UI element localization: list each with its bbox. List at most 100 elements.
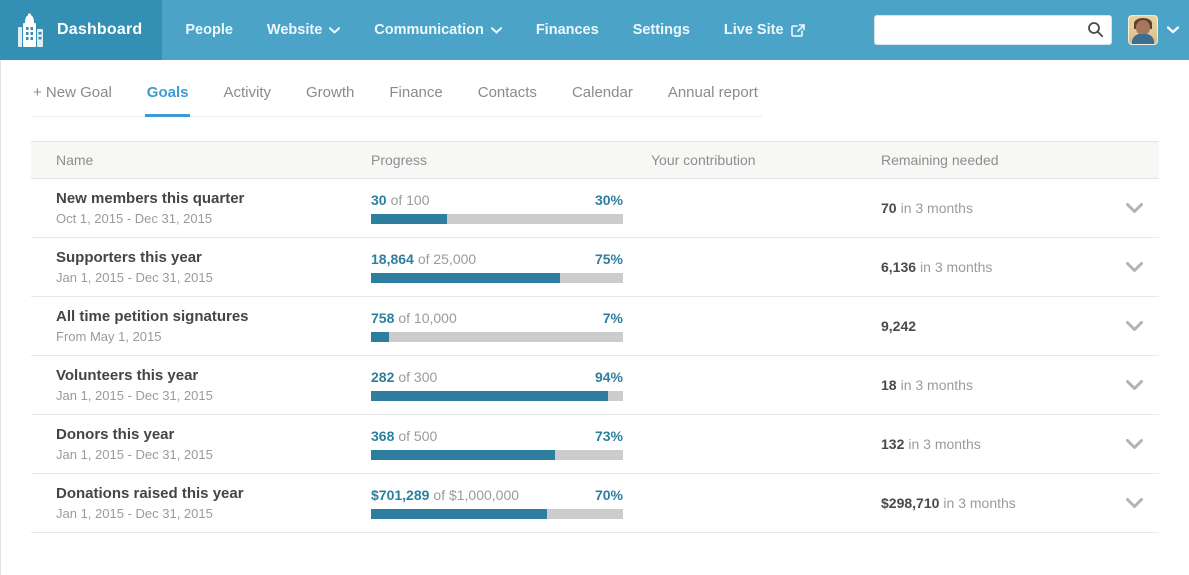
nav-item-settings[interactable]: Settings xyxy=(616,0,707,60)
tab-activity[interactable]: Activity xyxy=(223,84,271,101)
remaining-note: in 3 months xyxy=(900,200,973,216)
goal-progress-cell: $701,289 of $1,000,000 70% xyxy=(371,487,623,519)
expand-row-chevron-icon[interactable] xyxy=(1109,379,1159,391)
progress-bar-fill xyxy=(371,450,555,460)
expand-row-chevron-icon[interactable] xyxy=(1109,261,1159,273)
nav-item-communication[interactable]: Communication xyxy=(357,0,519,60)
goal-name: New members this quarter xyxy=(56,190,245,207)
goal-name: Supporters this year xyxy=(56,249,202,266)
goals-tabbar: + New Goal Goals Activity Growth Finance Con… xyxy=(1,60,1189,117)
column-header-progress: Progress xyxy=(371,152,428,168)
nav-item-people[interactable]: People xyxy=(168,0,250,60)
progress-current-value: 30 xyxy=(371,192,387,208)
goal-progress-cell: 18,864 of 25,000 75% xyxy=(371,251,623,283)
search-box xyxy=(874,15,1112,45)
expand-row-chevron-icon[interactable] xyxy=(1109,438,1159,450)
new-goal-button[interactable]: + New Goal xyxy=(33,84,112,101)
nav-item-dashboard-label: Dashboard xyxy=(57,21,143,38)
dashboard-content: + New Goal Goals Activity Growth Finance Con… xyxy=(0,60,1189,575)
table-row: New members this quarter Oct 1, 2015 - De… xyxy=(31,179,1159,238)
search-input[interactable] xyxy=(874,15,1112,45)
nav-item-dashboard[interactable]: Dashboard xyxy=(0,0,163,60)
nav-item-people-label: People xyxy=(185,22,233,38)
remaining-value: $298,710 xyxy=(881,495,940,511)
goal-name: All time petition signatures xyxy=(56,308,249,325)
column-header-name: Name xyxy=(56,152,94,168)
progress-bar-track xyxy=(371,509,623,519)
remaining-note: in 3 months xyxy=(900,377,973,393)
nav-item-live-site[interactable]: Live Site xyxy=(707,0,822,60)
nav-items: People Website Communication Finances Se… xyxy=(168,0,821,60)
user-menu-chevron-icon[interactable] xyxy=(1167,26,1179,34)
tab-calendar[interactable]: Calendar xyxy=(571,84,633,101)
nav-item-finances-label: Finances xyxy=(535,22,599,38)
table-row: Volunteers this year Jan 1, 2015 - Dec 31… xyxy=(31,356,1159,415)
goal-period: Jan 1, 2015 - Dec 31, 2015 xyxy=(56,447,213,462)
goal-progress-cell: 758 of 10,000 7% xyxy=(371,310,623,342)
remaining-value: 18 xyxy=(881,377,897,393)
progress-bar-fill xyxy=(371,332,389,342)
table-body: New members this quarter Oct 1, 2015 - De… xyxy=(31,179,1159,533)
column-header-your-contribution: Your contribution xyxy=(651,152,756,168)
goal-progress-cell: 282 of 300 94% xyxy=(371,369,623,401)
remaining-needed-cell: 18 in 3 months xyxy=(853,377,1109,393)
building-logo-icon xyxy=(16,13,46,47)
progress-bar-track xyxy=(371,273,623,283)
nav-item-live-site-label: Live Site xyxy=(723,22,784,38)
progress-target-value: of 10,000 xyxy=(398,310,457,326)
tab-annual-report[interactable]: Annual report xyxy=(667,84,758,101)
goal-name: Donors this year xyxy=(56,426,175,443)
progress-percent: 70% xyxy=(594,487,623,503)
tab-finance[interactable]: Finance xyxy=(389,84,443,101)
expand-row-chevron-icon[interactable] xyxy=(1109,320,1159,332)
goal-progress-cell: 368 of 500 73% xyxy=(371,428,623,460)
goal-name-cell: Donors this year Jan 1, 2015 - Dec 31, 20… xyxy=(56,426,371,462)
table-row: Donations raised this year Jan 1, 2015 - … xyxy=(31,474,1159,533)
goal-period: Jan 1, 2015 - Dec 31, 2015 xyxy=(56,270,213,285)
nav-item-finances[interactable]: Finances xyxy=(519,0,616,60)
progress-target-value: of 100 xyxy=(390,192,430,208)
column-header-remaining-needed: Remaining needed xyxy=(881,152,999,168)
user-avatar[interactable] xyxy=(1128,15,1158,45)
progress-current-value: $701,289 xyxy=(371,487,430,503)
tab-goals[interactable]: Goals xyxy=(144,84,191,117)
goal-name: Volunteers this year xyxy=(56,367,199,384)
goal-name-cell: All time petition signatures From May 1, … xyxy=(56,308,371,344)
progress-percent: 30% xyxy=(594,192,623,208)
progress-current-value: 758 xyxy=(371,310,395,326)
progress-percent: 73% xyxy=(594,428,623,444)
table-row: All time petition signatures From May 1, … xyxy=(31,297,1159,356)
progress-bar-fill xyxy=(371,509,548,519)
progress-bar-track xyxy=(371,332,623,342)
nav-right-cluster xyxy=(874,0,1189,60)
progress-target-value: of 500 xyxy=(398,428,438,444)
goal-name: Donations raised this year xyxy=(56,485,244,502)
goal-period: Jan 1, 2015 - Dec 31, 2015 xyxy=(56,506,213,521)
nav-item-settings-label: Settings xyxy=(632,22,690,38)
progress-percent: 75% xyxy=(594,251,623,267)
goal-name-cell: Donations raised this year Jan 1, 2015 - … xyxy=(56,485,371,521)
remaining-note: in 3 months xyxy=(908,436,981,452)
table-row: Supporters this year Jan 1, 2015 - Dec 31… xyxy=(31,238,1159,297)
remaining-needed-cell: 132 in 3 months xyxy=(853,436,1109,452)
search-icon[interactable] xyxy=(1087,21,1104,38)
progress-current-value: 18,864 xyxy=(371,251,414,267)
progress-target-value: of $1,000,000 xyxy=(433,487,520,503)
progress-target-value: of 300 xyxy=(398,369,438,385)
tab-contacts[interactable]: Contacts xyxy=(477,84,537,101)
remaining-note: in 3 months xyxy=(943,495,1016,511)
expand-row-chevron-icon[interactable] xyxy=(1109,202,1159,214)
goal-name-cell: New members this quarter Oct 1, 2015 - De… xyxy=(56,190,371,226)
progress-percent: 7% xyxy=(602,310,623,326)
chevron-down-icon xyxy=(490,26,502,34)
table-row: Donors this year Jan 1, 2015 - Dec 31, 20… xyxy=(31,415,1159,474)
goal-period: Jan 1, 2015 - Dec 31, 2015 xyxy=(56,388,213,403)
table-header-row: Name Progress Your contribution Remainin… xyxy=(31,141,1159,179)
progress-bar-fill xyxy=(371,214,447,224)
remaining-needed-cell: 6,136 in 3 months xyxy=(853,259,1109,275)
progress-bar-track xyxy=(371,450,623,460)
tab-growth[interactable]: Growth xyxy=(306,84,355,101)
nav-item-website[interactable]: Website xyxy=(250,0,357,60)
expand-row-chevron-icon[interactable] xyxy=(1109,497,1159,509)
nav-item-communication-label: Communication xyxy=(374,22,484,38)
